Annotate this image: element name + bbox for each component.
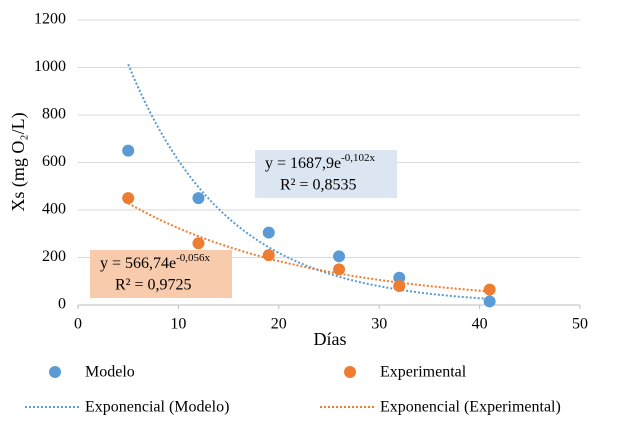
point	[333, 250, 346, 263]
legend-marker	[49, 366, 61, 378]
equation-box	[255, 150, 397, 198]
equation-base: y = 566,74e	[100, 255, 176, 272]
x-tick-label: 30	[371, 316, 387, 333]
r-squared: R² = 0,9725	[115, 277, 192, 294]
x-tick-label: 0	[74, 316, 82, 333]
y-tick-label: 1200	[34, 11, 66, 28]
y-tick-label: 200	[42, 248, 66, 265]
x-tick-label: 40	[472, 316, 488, 333]
legend-label: Modelo	[85, 364, 135, 381]
point	[483, 295, 496, 308]
equation: y = 1687,9e-0,102x	[265, 152, 376, 172]
point	[122, 192, 135, 205]
y-axis-title: Xs (mg O₂/L)	[8, 112, 29, 211]
legend-label: Experimental	[380, 364, 467, 381]
y-tick-label: 600	[42, 153, 66, 170]
point	[122, 144, 135, 157]
legend-label: Exponencial (Modelo)	[85, 399, 229, 416]
equation: y = 566,74e-0,056x	[100, 252, 211, 272]
x-tick-label: 50	[572, 316, 588, 333]
point	[483, 283, 496, 296]
point	[333, 263, 346, 276]
trendline	[127, 63, 490, 300]
x-tick-label: 10	[170, 316, 186, 333]
y-tick-label: 0	[58, 296, 66, 313]
equation-box	[90, 250, 232, 298]
legend-label: Exponencial (Experimental)	[380, 399, 561, 416]
point	[262, 249, 275, 262]
point	[393, 271, 406, 284]
point	[192, 192, 205, 205]
equation-base: y = 1687,9e	[265, 155, 341, 172]
trendline	[127, 202, 490, 293]
point	[393, 280, 406, 292]
point	[262, 226, 275, 239]
y-tick-label: 400	[42, 201, 66, 218]
equation-exponent: -0,056x	[176, 252, 210, 264]
r-squared: R² = 0,8535	[280, 177, 357, 194]
point	[192, 237, 205, 250]
x-axis-title: Días	[314, 329, 347, 349]
legend-marker	[344, 366, 356, 378]
y-tick-label: 800	[42, 106, 66, 123]
x-tick-label: 20	[271, 316, 287, 333]
equation-exponent: -0,102x	[341, 152, 375, 164]
y-tick-label: 1000	[34, 58, 66, 75]
